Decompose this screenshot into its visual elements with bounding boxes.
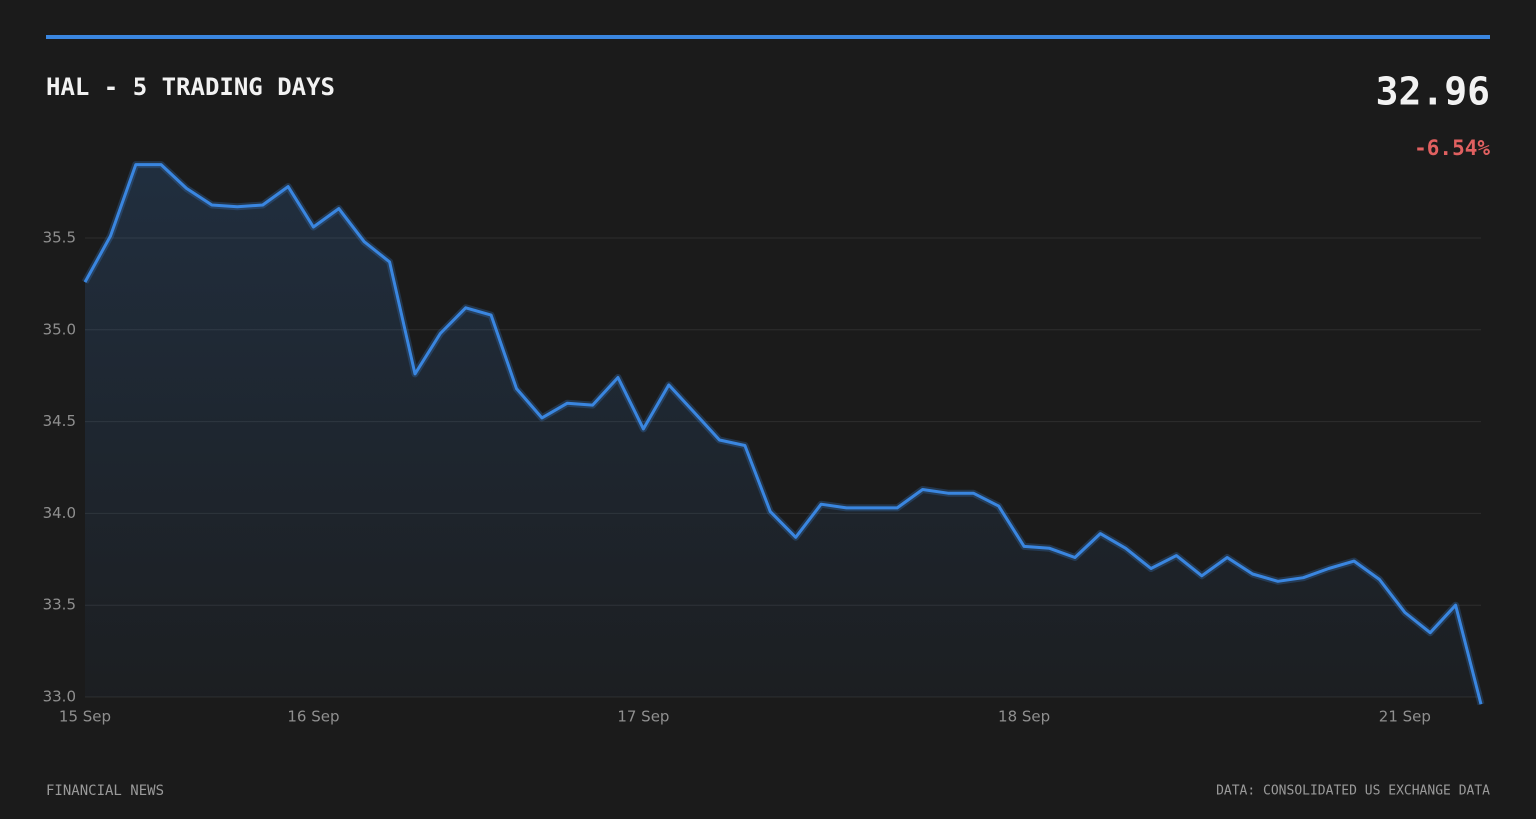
y-tick-label: 33.0 <box>43 688 76 706</box>
x-tick-label: 16 Sep <box>287 708 339 726</box>
footer-right: DATA: CONSOLIDATED US EXCHANGE DATA <box>1216 784 1490 799</box>
y-tick-label: 34.0 <box>43 504 76 522</box>
chart-title: HAL - 5 TRADING DAYS <box>46 73 335 101</box>
line <box>83 163 1483 705</box>
x-tick-label: 18 Sep <box>998 708 1050 726</box>
y-tick-label: 33.5 <box>43 596 76 614</box>
top-bar <box>46 35 1490 39</box>
x-tick-label: 15 Sep <box>59 708 111 726</box>
area <box>85 164 1481 705</box>
x-tick-label: 17 Sep <box>617 708 669 726</box>
price: 32.96 <box>1376 70 1490 114</box>
footer-left: FINANCIAL NEWS <box>46 783 164 799</box>
change: -6.54% <box>1414 136 1490 160</box>
y-tick-label: 35.5 <box>43 229 76 247</box>
y-tick-label: 34.5 <box>43 412 76 430</box>
y-tick-label: 35.0 <box>43 320 76 338</box>
x-tick-label: 21 Sep <box>1379 708 1431 726</box>
